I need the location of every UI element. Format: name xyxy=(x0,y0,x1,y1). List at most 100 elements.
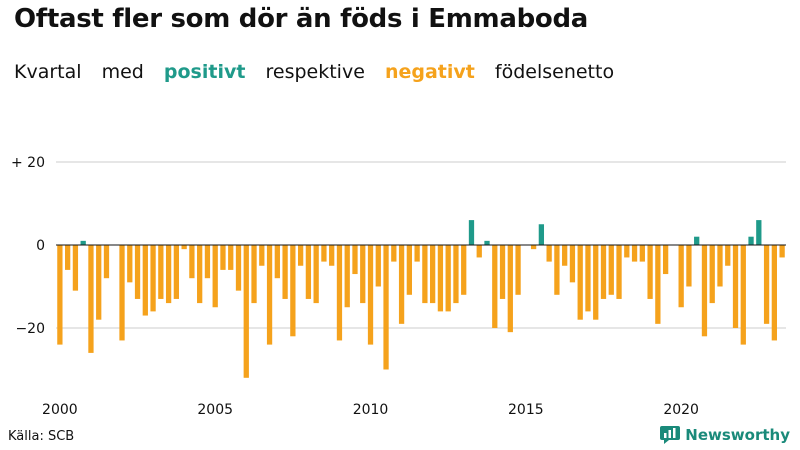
bar xyxy=(88,245,94,353)
source-label: Källa: SCB xyxy=(8,429,75,444)
bar xyxy=(554,245,560,295)
bar xyxy=(499,245,506,299)
bar xyxy=(771,245,777,341)
bar xyxy=(740,245,746,345)
bar xyxy=(344,245,350,308)
bar xyxy=(383,245,389,370)
bar xyxy=(313,245,319,304)
bar xyxy=(391,245,397,262)
subtitle-negative-label: negativt xyxy=(384,61,475,83)
bar xyxy=(538,224,545,245)
bar xyxy=(220,245,226,270)
bar xyxy=(624,245,630,258)
chart-subtitle: Kvartal med positivt respektive negativt… xyxy=(14,61,628,83)
bar xyxy=(639,245,645,262)
bar xyxy=(732,245,739,328)
bar xyxy=(616,245,622,299)
bar xyxy=(375,245,381,287)
bar xyxy=(631,245,638,262)
bar xyxy=(577,245,583,320)
bar xyxy=(251,245,257,304)
bar xyxy=(103,245,110,279)
bar xyxy=(204,245,211,279)
brand-name: Newsworthy xyxy=(685,426,790,444)
bar xyxy=(352,245,358,275)
bar xyxy=(305,245,312,299)
bar xyxy=(398,245,405,324)
bar xyxy=(593,245,599,320)
bar xyxy=(701,245,708,337)
bar xyxy=(57,245,63,345)
bar xyxy=(119,245,125,341)
y-tick-label: + 20 xyxy=(11,155,45,171)
bar xyxy=(150,245,156,312)
bar xyxy=(72,245,79,291)
bar xyxy=(453,245,459,304)
bar xyxy=(507,245,513,333)
newsworthy-logo-icon xyxy=(660,426,681,444)
bar xyxy=(515,245,521,295)
bar xyxy=(763,245,770,324)
bar xyxy=(779,245,785,258)
subtitle-word-med: med xyxy=(101,61,144,83)
bar xyxy=(686,245,692,287)
bar xyxy=(492,245,498,328)
bar xyxy=(96,245,102,320)
chart-title: Oftast fler som dör än föds i Emmaboda xyxy=(14,4,589,34)
bar xyxy=(694,236,700,245)
bar xyxy=(725,245,731,266)
bar xyxy=(546,245,552,262)
bar xyxy=(468,220,475,245)
bar xyxy=(484,240,490,245)
bar xyxy=(165,245,172,304)
bar xyxy=(461,245,467,295)
bar xyxy=(585,245,591,312)
bar xyxy=(437,245,444,312)
brand: Newsworthy xyxy=(660,426,790,444)
bar xyxy=(569,245,576,283)
bar xyxy=(717,245,723,287)
subtitle-word-respektive: respektive xyxy=(265,61,365,83)
subtitle-word-fodelsenetto: födelsenetto xyxy=(494,61,615,83)
bar xyxy=(608,245,614,295)
bar xyxy=(290,245,296,337)
bar xyxy=(562,245,568,266)
subtitle-positive-label: positivt xyxy=(163,61,246,83)
bar xyxy=(266,245,273,345)
subtitle-word-kvartal: Kvartal xyxy=(14,61,82,83)
bar xyxy=(678,245,684,308)
x-tick-label: 2020 xyxy=(663,402,699,418)
bar xyxy=(530,245,537,250)
bar xyxy=(406,245,412,295)
bar xyxy=(127,245,133,283)
bar xyxy=(65,245,71,270)
bar xyxy=(228,245,234,270)
bar xyxy=(173,245,180,299)
bar xyxy=(259,245,265,266)
bar xyxy=(600,245,607,299)
x-tick-label: 2015 xyxy=(508,402,544,418)
bar xyxy=(476,245,482,258)
bar xyxy=(422,245,428,304)
y-tick-label: −20 xyxy=(15,321,45,337)
bar xyxy=(321,245,327,262)
bar xyxy=(158,245,164,299)
bar xyxy=(655,245,661,324)
bar xyxy=(445,245,451,312)
bar xyxy=(756,220,762,245)
bar xyxy=(212,245,218,308)
bar xyxy=(709,245,715,304)
bar xyxy=(430,245,436,304)
bar xyxy=(360,245,366,304)
bar xyxy=(189,245,195,279)
bar xyxy=(235,245,242,291)
bar xyxy=(662,245,669,275)
bar xyxy=(181,245,187,250)
x-tick-label: 2010 xyxy=(353,402,389,418)
bar xyxy=(142,245,148,316)
bar xyxy=(80,240,86,245)
bar xyxy=(336,245,343,341)
bar xyxy=(647,245,653,299)
bar xyxy=(748,236,754,245)
